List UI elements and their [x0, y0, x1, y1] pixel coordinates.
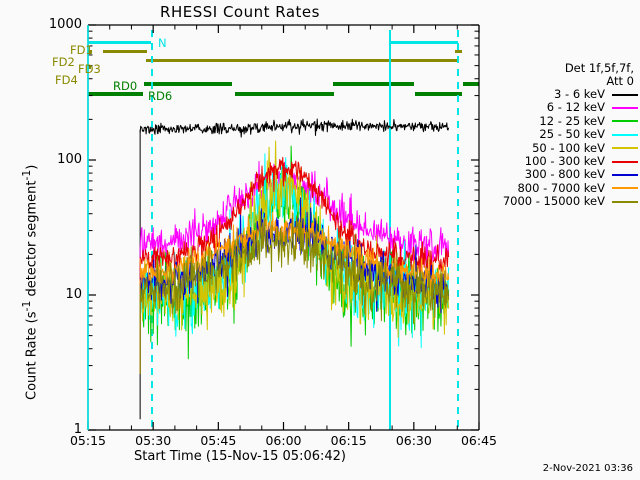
legend-entry: 50 - 100 keV: [490, 140, 640, 155]
legend-entry-label: 12 - 25 keV: [539, 113, 605, 128]
x-tick-label: 06:15: [330, 433, 367, 448]
legend-entry: 12 - 25 keV: [490, 113, 640, 128]
legend-entry-label: 6 - 12 keV: [546, 100, 605, 115]
rd0-bar-2: [333, 82, 414, 86]
legend-entry: 25 - 50 keV: [490, 127, 640, 142]
series-7000-15000-kev: [139, 210, 450, 324]
annotation-label-rd6: RD6: [148, 89, 173, 103]
series-6-12-kev: [139, 161, 450, 268]
legend-entry: 100 - 300 keV: [490, 153, 640, 168]
annotation-label-rd0: RD0: [113, 79, 138, 93]
legend-entry: 300 - 800 keV: [490, 167, 640, 182]
series-3-6-kev: [139, 118, 450, 138]
legend: Det 1f,5f,7f, Att 0 3 - 6 keV 6 - 12 keV 1…: [490, 62, 640, 209]
x-tick-label: 05:15: [69, 433, 107, 448]
ylabel-part-1: Count Rate (s: [24, 311, 40, 400]
y-axis-label-text: Count Rate (s-1 detector segment-1): [20, 165, 39, 400]
x-tick-label: 06:30: [395, 433, 432, 448]
legend-entry: 3 - 6 keV: [490, 87, 640, 101]
flag-bar-fd1: [103, 50, 147, 53]
x-tick-label: 06:00: [265, 433, 302, 448]
rd6-bar-3: [415, 92, 462, 96]
rd6-bar-2: [235, 92, 334, 96]
ylabel-sup-1: -1: [20, 300, 33, 312]
legend-entry: 6 - 12 keV: [490, 100, 640, 115]
legend-entry-label: 300 - 800 keV: [524, 167, 605, 182]
annotation-label-n: N: [158, 36, 167, 50]
x-tick-label: 06:45: [460, 433, 498, 448]
y-tick-label: 1: [73, 422, 82, 437]
legend-entry-label: 800 - 7000 keV: [517, 180, 605, 195]
flag-bar-fd2b: [455, 50, 462, 53]
legend-entry: 7000 - 15000 keV: [490, 194, 640, 209]
legend-color-swatch: [612, 93, 638, 96]
legend-color-swatch: [612, 160, 638, 163]
annotation-label-fd4: FD4: [55, 73, 78, 87]
y-tick-label: 10: [65, 287, 82, 302]
legend-color-swatch: [612, 120, 638, 123]
page-title: RHESSI Count Rates: [160, 3, 320, 21]
flag-bar-fd4: [88, 66, 91, 69]
legend-color-swatch: [612, 174, 638, 177]
legend-entry-label: 25 - 50 keV: [539, 127, 605, 142]
annotation-bars: [88, 41, 479, 96]
legend-entry-label: 100 - 300 keV: [524, 153, 605, 168]
rd6-bar-1: [88, 92, 143, 96]
legend-entry: 800 - 7000 keV: [490, 180, 640, 195]
x-axis-label: Start Time (15-Nov-15 05:06:42): [134, 449, 346, 464]
night-bar-1: [88, 41, 151, 44]
legend-color-swatch: [612, 187, 638, 190]
generation-timestamp: 2-Nov-2021 03:36: [542, 463, 633, 474]
legend-entry-label: 50 - 100 keV: [532, 140, 605, 155]
data-curves: [139, 118, 450, 420]
ylabel-part-2: detector segment: [24, 180, 40, 301]
legend-color-swatch: [612, 133, 638, 136]
ylabel-sup-2: -1: [20, 169, 33, 181]
flag-bar-fd3: [146, 59, 458, 62]
annotation-label-fd3: FD3: [78, 62, 101, 76]
y-tick-label: 100: [57, 152, 82, 167]
legend-color-swatch: [612, 147, 638, 150]
legend-entry-label: 3 - 6 keV: [554, 87, 605, 101]
x-tick-label: 05:30: [135, 433, 172, 448]
legend-entry-label: 7000 - 15000 keV: [502, 194, 605, 209]
legend-entries: 3 - 6 keV 6 - 12 keV 12 - 25 keV 25 - 50 ke…: [490, 87, 640, 209]
rd0-bar-3: [463, 82, 479, 86]
annotation-label-fd2: FD2: [52, 55, 75, 69]
x-tick-label: 05:45: [200, 433, 237, 448]
rd0-bar-1: [144, 82, 232, 86]
y-tick-label: 1000: [48, 17, 82, 32]
legend-color-swatch: [612, 107, 638, 110]
legend-detector-line1: Det 1f,5f,7f,: [564, 61, 634, 75]
night-bar-2: [390, 41, 458, 44]
legend-detector-line2: Att 0: [606, 74, 634, 88]
legend-color-swatch: [612, 200, 638, 203]
annotation-label-fd1: FD1: [70, 43, 93, 57]
flag-bar-fd2: [88, 50, 92, 53]
